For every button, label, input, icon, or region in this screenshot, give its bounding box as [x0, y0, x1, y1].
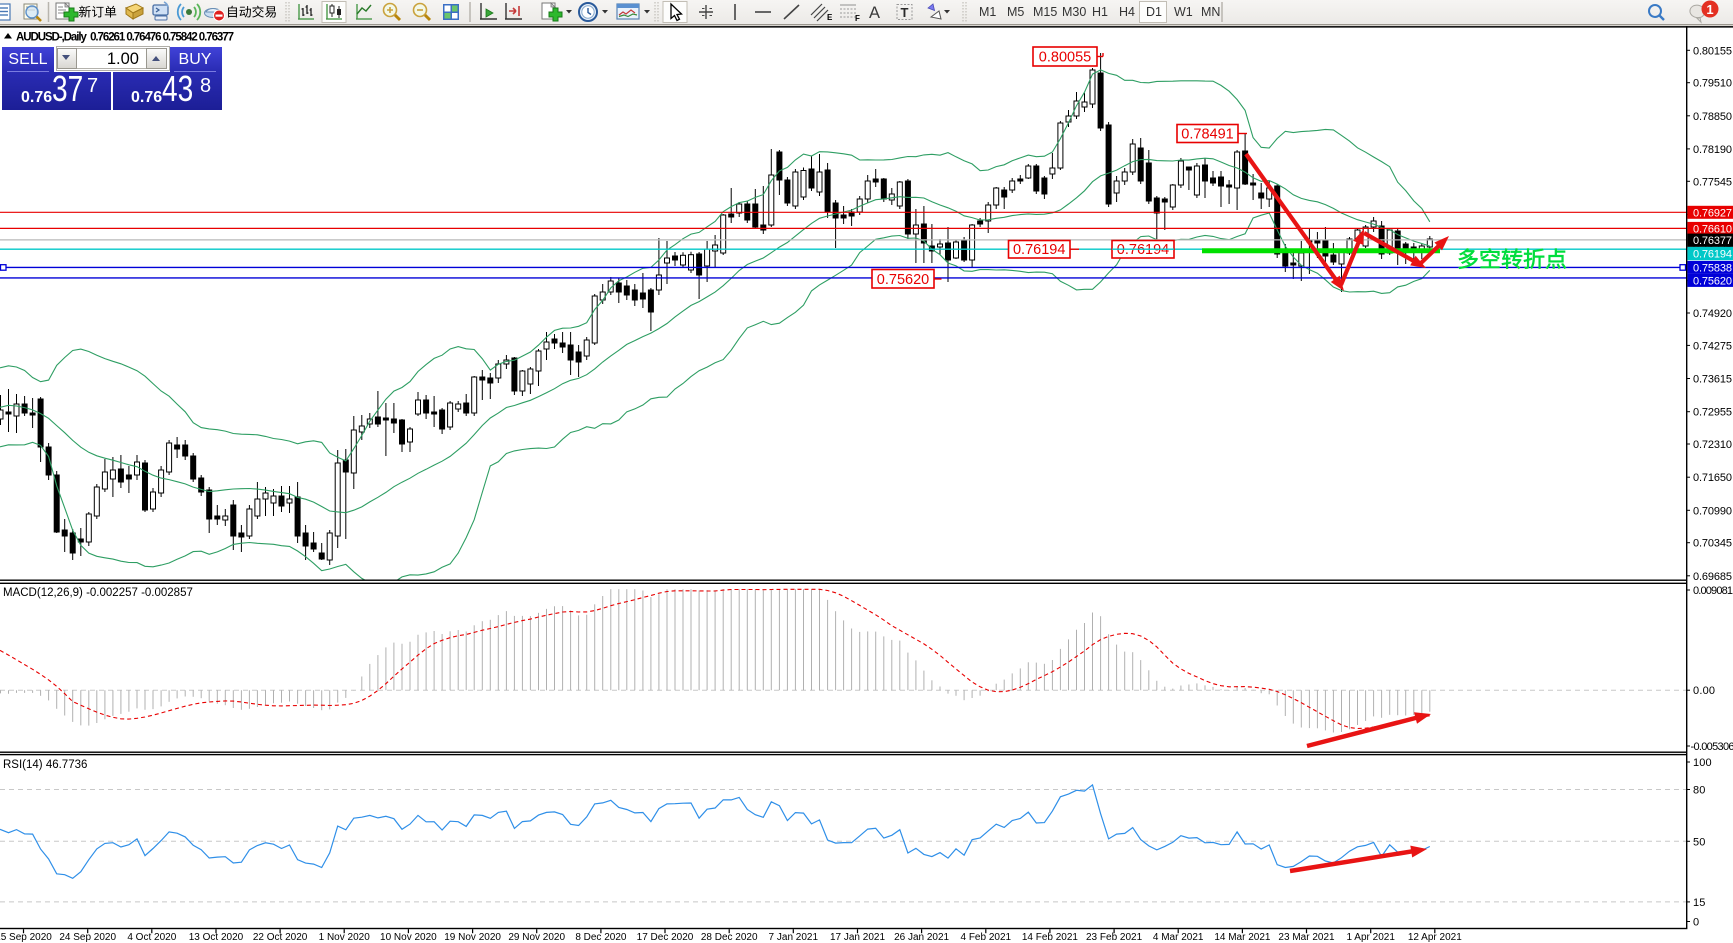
svg-text:0.009081: 0.009081: [1693, 585, 1733, 597]
svg-text:1 Apr 2021: 1 Apr 2021: [1347, 932, 1396, 943]
svg-text:15 Sep 2020: 15 Sep 2020: [0, 932, 52, 943]
svg-text:0.79510: 0.79510: [1693, 78, 1732, 90]
svg-text:23 Feb 2021: 23 Feb 2021: [1086, 932, 1143, 943]
svg-text:23 Mar 2021: 23 Mar 2021: [1278, 932, 1335, 943]
svg-text:0.70990: 0.70990: [1693, 505, 1732, 517]
svg-text:0.80055: 0.80055: [1039, 50, 1091, 66]
svg-text:29 Nov 2020: 29 Nov 2020: [508, 932, 565, 943]
svg-text:15: 15: [1693, 897, 1705, 909]
svg-text:0.76610: 0.76610: [1693, 223, 1732, 235]
svg-text:0.74920: 0.74920: [1693, 308, 1732, 320]
svg-text:0.71650: 0.71650: [1693, 472, 1732, 484]
svg-text:26 Jan 2021: 26 Jan 2021: [894, 932, 949, 943]
svg-text:0.75838: 0.75838: [1693, 262, 1732, 274]
svg-text:0.80155: 0.80155: [1693, 45, 1732, 57]
svg-text:14 Mar 2021: 14 Mar 2021: [1214, 932, 1271, 943]
svg-text:E: E: [827, 13, 833, 22]
svg-text:0.74275: 0.74275: [1693, 340, 1732, 352]
svg-text:14 Feb 2021: 14 Feb 2021: [1022, 932, 1079, 943]
svg-text:F: F: [855, 14, 860, 23]
svg-text:AUDUSD-,Daily 0.76261 0.76476: AUDUSD-,Daily 0.76261 0.76476 0.75842 0.…: [16, 32, 234, 44]
svg-text:1 Nov 2020: 1 Nov 2020: [319, 932, 371, 943]
svg-text:22 Oct 2020: 22 Oct 2020: [253, 932, 308, 943]
svg-text:0.76194: 0.76194: [1013, 242, 1065, 258]
svg-text:-0.005306: -0.005306: [1691, 741, 1733, 753]
svg-text:80: 80: [1693, 785, 1705, 797]
svg-text:0.75620: 0.75620: [1693, 275, 1732, 287]
svg-text:1: 1: [1706, 2, 1713, 17]
svg-text:MACD(12,26,9) -0.002257 -0.002: MACD(12,26,9) -0.002257 -0.002857: [3, 587, 193, 599]
svg-text:19 Nov 2020: 19 Nov 2020: [444, 932, 501, 943]
svg-text:4 Oct 2020: 4 Oct 2020: [127, 932, 176, 943]
svg-text:0.76377: 0.76377: [1693, 235, 1732, 247]
svg-text:0.76194: 0.76194: [1693, 249, 1732, 261]
svg-text:10 Nov 2020: 10 Nov 2020: [380, 932, 437, 943]
svg-text:A: A: [869, 4, 880, 22]
svg-text:28 Dec 2020: 28 Dec 2020: [701, 932, 758, 943]
svg-text:0.73615: 0.73615: [1693, 374, 1732, 386]
svg-text:4 Mar 2021: 4 Mar 2021: [1153, 932, 1204, 943]
svg-text:4 Feb 2021: 4 Feb 2021: [960, 932, 1011, 943]
svg-text:0.78190: 0.78190: [1693, 144, 1732, 156]
svg-text:7 Jan 2021: 7 Jan 2021: [769, 932, 819, 943]
svg-text:8 Dec 2020: 8 Dec 2020: [575, 932, 627, 943]
svg-text:0.72955: 0.72955: [1693, 407, 1732, 419]
svg-text:0.69685: 0.69685: [1693, 571, 1732, 583]
svg-text:12 Apr 2021: 12 Apr 2021: [1408, 932, 1462, 943]
svg-text:0: 0: [1693, 917, 1699, 929]
svg-text:13 Oct 2020: 13 Oct 2020: [189, 932, 244, 943]
svg-text:0.78850: 0.78850: [1693, 111, 1732, 123]
svg-text:0.72310: 0.72310: [1693, 439, 1732, 451]
svg-text:100: 100: [1693, 757, 1712, 769]
svg-text:17 Dec 2020: 17 Dec 2020: [637, 932, 694, 943]
svg-text:RSI(14) 46.7736: RSI(14) 46.7736: [3, 759, 87, 771]
svg-text:0.00: 0.00: [1693, 685, 1715, 697]
svg-text:0.78491: 0.78491: [1181, 127, 1233, 143]
svg-text:24 Sep 2020: 24 Sep 2020: [59, 932, 116, 943]
svg-text:0.75620: 0.75620: [877, 272, 929, 288]
svg-text:17 Jan 2021: 17 Jan 2021: [830, 932, 885, 943]
svg-text:0.77545: 0.77545: [1693, 176, 1732, 188]
svg-text:0.76927: 0.76927: [1693, 207, 1732, 219]
svg-text:0.70345: 0.70345: [1693, 538, 1732, 550]
svg-text:T: T: [901, 5, 909, 20]
svg-text:50: 50: [1693, 836, 1705, 848]
svg-text:0.76194: 0.76194: [1117, 242, 1169, 258]
